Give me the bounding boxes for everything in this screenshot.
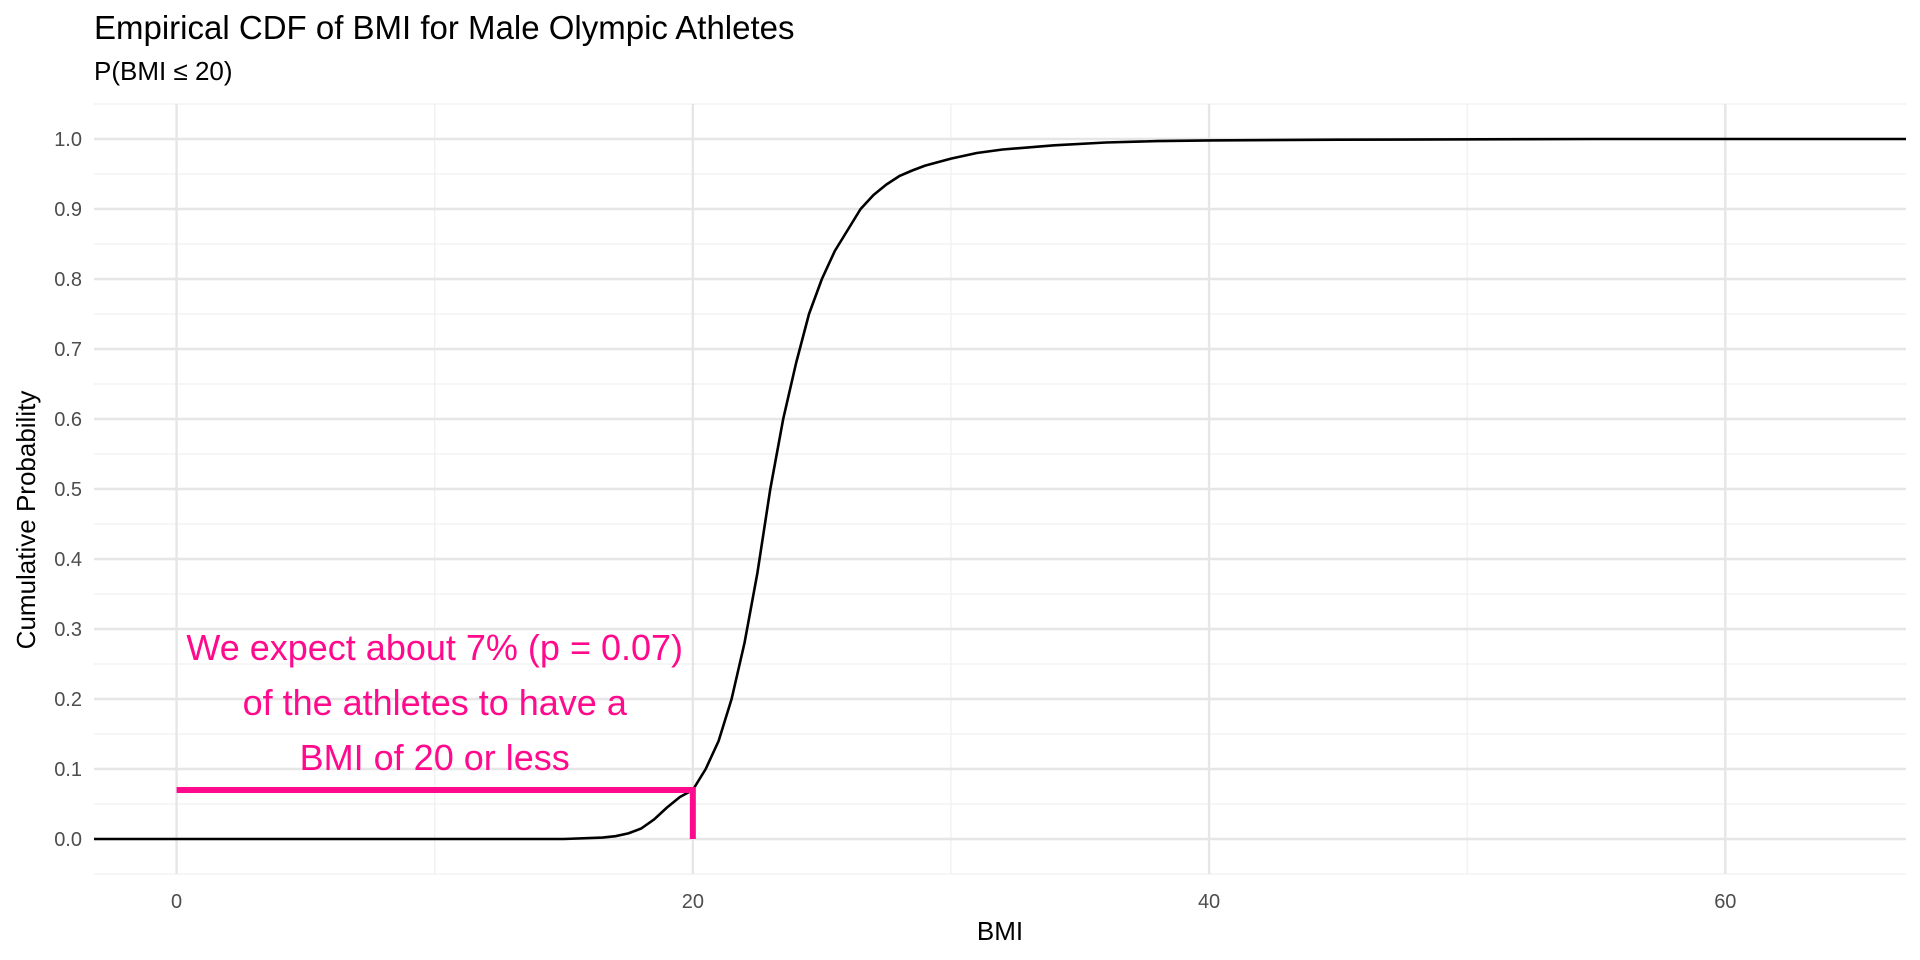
x-tick-label: 60: [1714, 891, 1736, 913]
y-tick-label: 0.9: [54, 199, 82, 221]
annotation-text-line: We expect about 7% (p = 0.07): [186, 627, 683, 668]
x-tick-label: 0: [171, 891, 182, 913]
x-tick-label: 40: [1198, 891, 1220, 913]
y-tick-label: 0.6: [54, 409, 82, 431]
chart-title: Empirical CDF of BMI for Male Olympic At…: [94, 9, 795, 46]
y-tick-label: 0.3: [54, 619, 82, 641]
y-axis-title: Cumulative Probability: [11, 391, 41, 650]
y-tick-label: 1.0: [54, 129, 82, 151]
major-gridlines: [94, 104, 1906, 874]
series-layer: [94, 137, 1906, 841]
y-tick-label: 0.2: [54, 689, 82, 711]
x-tick-label: 20: [682, 891, 704, 913]
y-tick-label: 0.1: [54, 759, 82, 781]
chart-subtitle: P(BMI ≤ 20): [94, 56, 233, 86]
y-tick-label: 0.5: [54, 479, 82, 501]
y-tick-label: 0.8: [54, 269, 82, 291]
y-tick-label: 0.7: [54, 339, 82, 361]
x-axis-ticks: 0 20 40 60: [171, 891, 1736, 913]
minor-gridlines: [94, 103, 1906, 875]
y-axis-ticks: 0.0 0.1 0.2 0.3 0.4 0.5 0.6 0.7 0.8 0.9 1.0: [54, 129, 82, 851]
ecdf-line: [94, 137, 1906, 841]
annotation-text-line: BMI of 20 or less: [300, 737, 570, 778]
annotation-text-line: of the athletes to have a: [243, 682, 628, 723]
x-axis-title: BMI: [977, 916, 1023, 946]
annotation-layer: We expect about 7% (p = 0.07) of the athl…: [186, 627, 683, 778]
y-tick-label: 0.0: [54, 829, 82, 851]
highlight-layer: [176, 787, 696, 839]
y-tick-label: 0.4: [54, 549, 82, 571]
